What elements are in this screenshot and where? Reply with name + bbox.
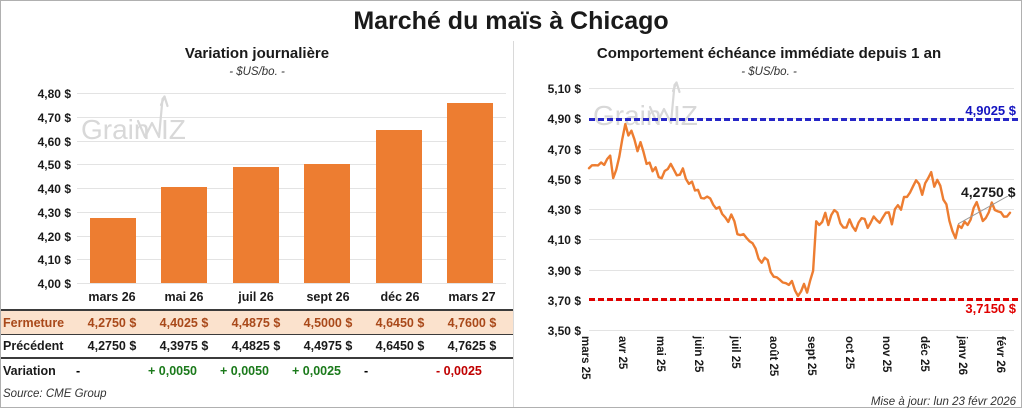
svg-text:IZ: IZ: [161, 114, 186, 145]
svg-text:Grain: Grain: [81, 114, 149, 145]
